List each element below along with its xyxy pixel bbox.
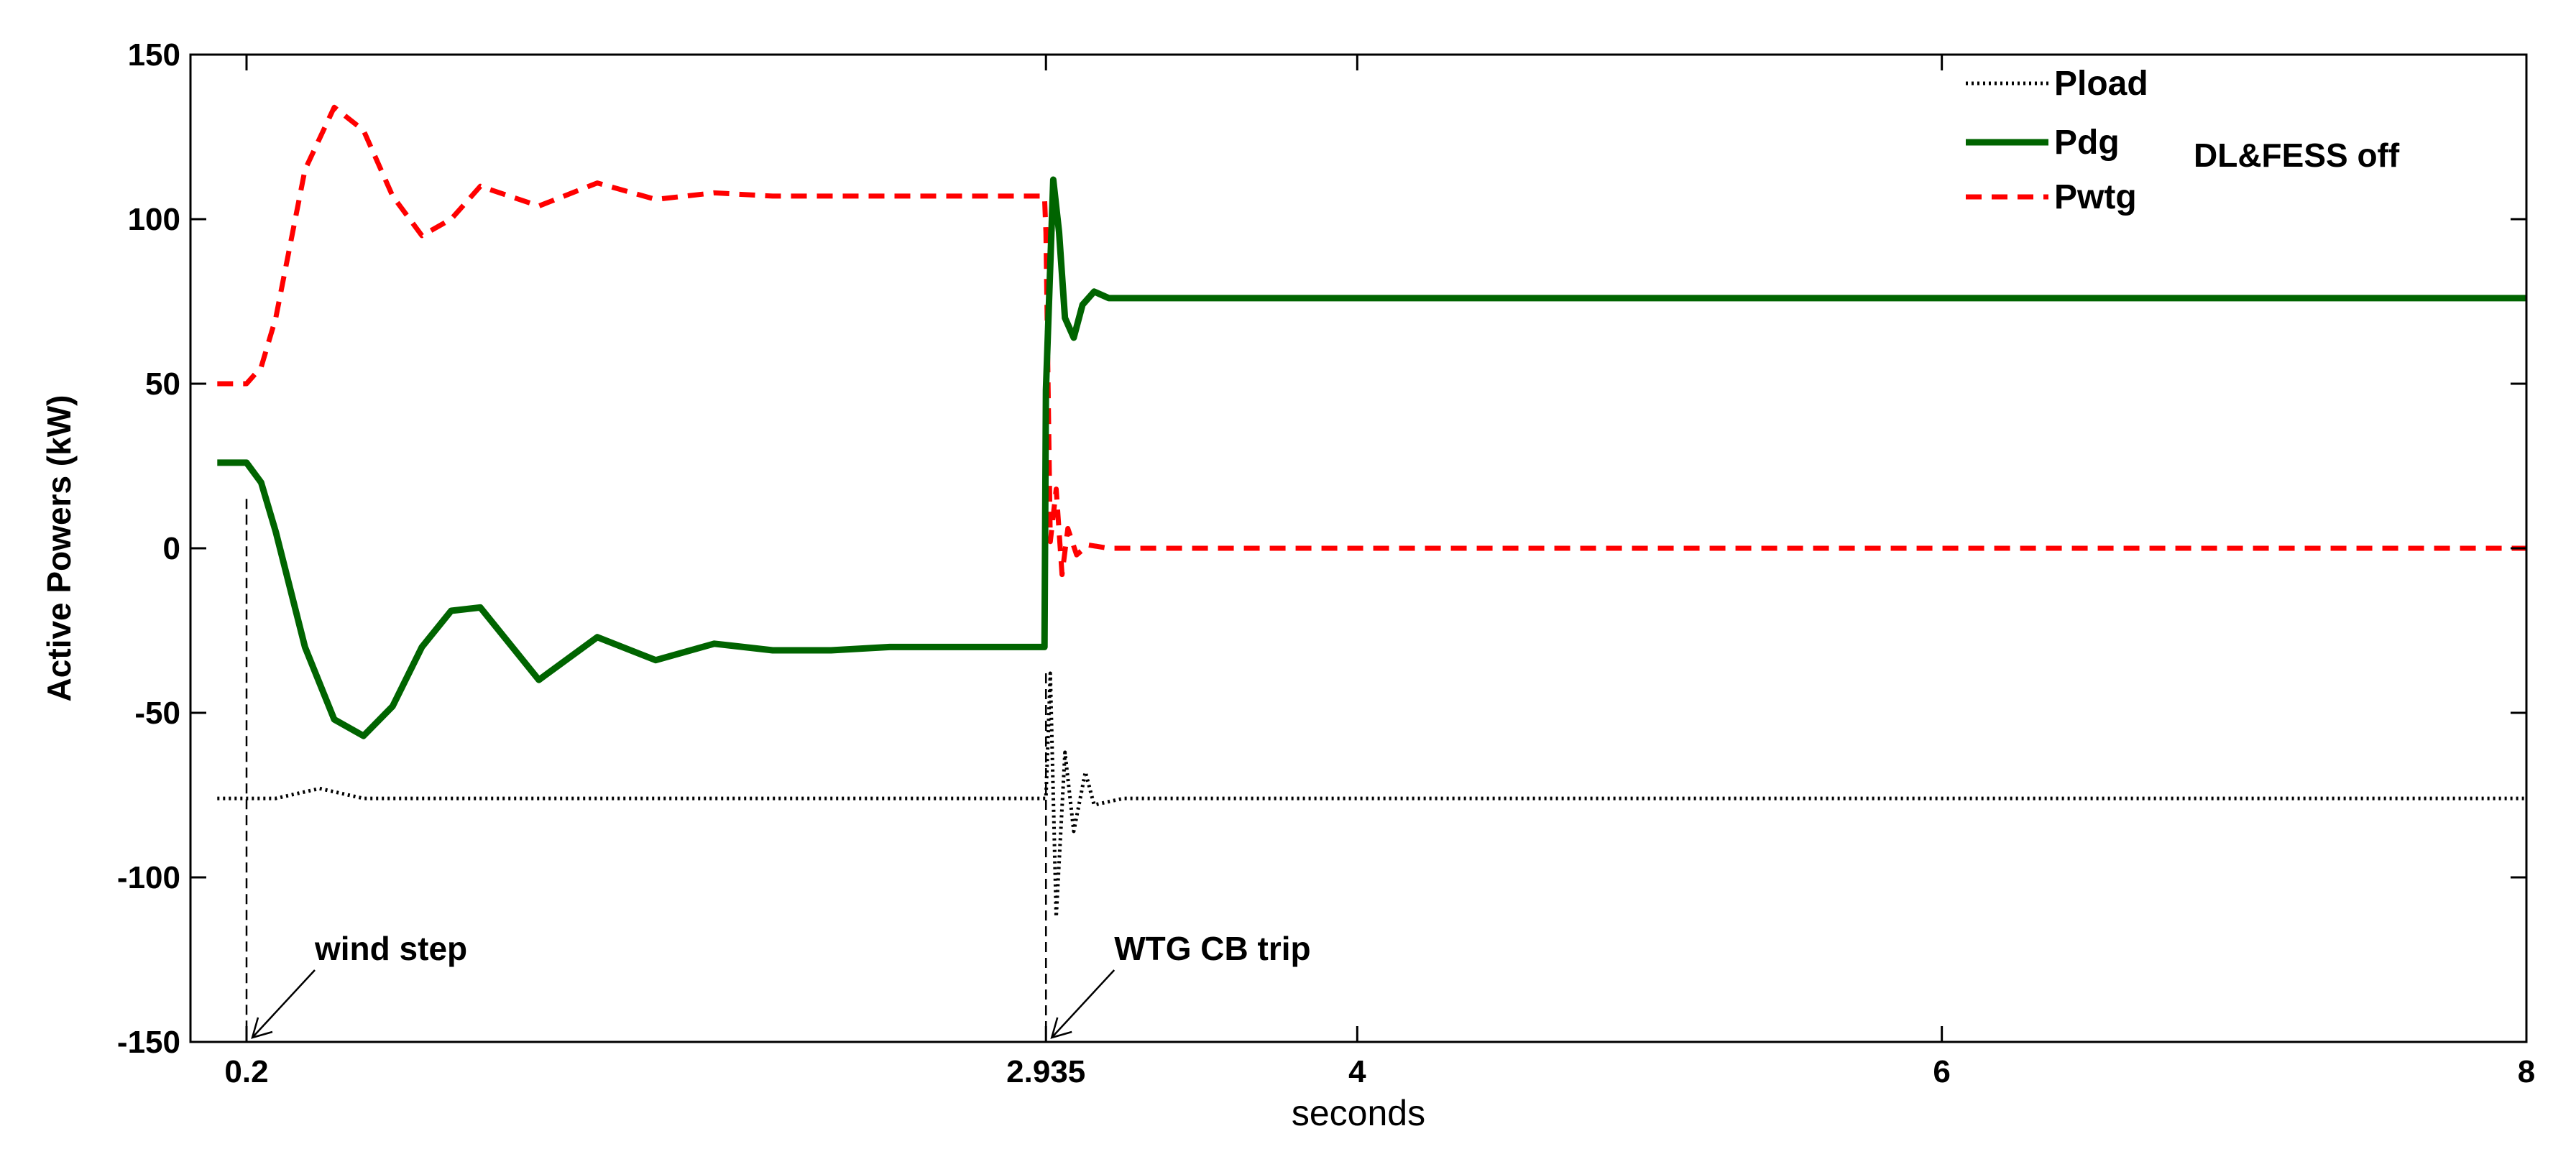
y-tick-label: 50 <box>145 366 180 402</box>
y-tick-label: -100 <box>117 860 180 895</box>
y-tick-label: 150 <box>128 37 180 73</box>
axes-group: -150 -100 -50 0 50 100 150 0.2 2.935 4 6 8 <box>117 37 2535 1089</box>
y-tick-label: 0 <box>163 531 180 566</box>
annotation-arrowhead <box>251 1017 273 1039</box>
y-tick-label: 100 <box>128 202 180 237</box>
x-tick-label: 0.2 <box>224 1054 268 1089</box>
legend: Pload Pdg Pwtg <box>1966 65 2148 216</box>
series-line-pwtg <box>217 104 2526 578</box>
legend-label: Pload <box>2054 65 2148 103</box>
annotation-arrowhead <box>1050 1017 1072 1039</box>
annotation-label: wind step <box>314 930 467 967</box>
x-tick-label: 8 <box>2518 1054 2535 1089</box>
annotation-label: WTG CB trip <box>1114 930 1310 967</box>
annotation-arrow <box>1051 969 1116 1038</box>
series-group <box>217 104 2526 919</box>
series-line-pdg <box>217 176 2526 739</box>
x-tick-label: 2.935 <box>1006 1054 1085 1089</box>
legend-label: Pwtg <box>2054 178 2137 216</box>
x-tick-label: 6 <box>1933 1054 1950 1089</box>
y-tick-label: -150 <box>117 1025 180 1060</box>
condition-note: DL&FESS off <box>2194 137 2400 174</box>
y-tick-label: -50 <box>134 696 180 731</box>
x-tick-label: 4 <box>1348 1054 1366 1089</box>
x-axis-title: seconds <box>1292 1093 1425 1133</box>
legend-label: Pdg <box>2054 124 2120 162</box>
y-axis-title: Active Powers (kW) <box>40 395 78 702</box>
annotation-group: wind step WTG CB trip <box>245 499 1311 1042</box>
annotation-arrow <box>252 969 316 1038</box>
series-line-pload <box>217 671 2526 919</box>
